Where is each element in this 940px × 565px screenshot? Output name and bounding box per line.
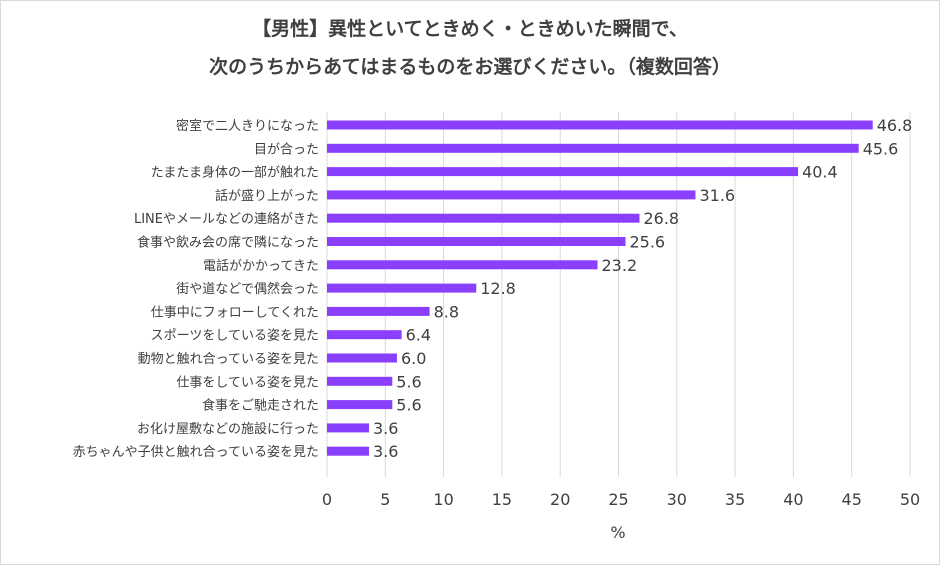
- value-labels: 46.8 45.6 40.4 31.6 26.8 25.6 23.2 12.8 8.86.4 6.…: [373, 116, 912, 461]
- bar: [327, 446, 369, 456]
- value-label: 6.0: [401, 349, 426, 368]
- bar: [327, 167, 799, 177]
- chart-title: 【男性】異性といてときめく・ときめいた瞬間で、 次のうちからあてはまるものをお選…: [0, 10, 940, 86]
- category-label: スポーツをしている姿を見た: [151, 328, 319, 344]
- value-label: 25.6: [629, 233, 665, 252]
- category-label: 目が合った: [254, 142, 319, 157]
- category-label: 仕事中にフォローしてくれた: [151, 305, 319, 320]
- bar: [327, 306, 430, 316]
- value-label: 3.6: [373, 442, 398, 461]
- category-label: 街や道などで偶然会った: [176, 281, 319, 297]
- bar: [327, 143, 859, 153]
- bar: [327, 376, 393, 386]
- category-label: 仕事をしている姿を見た: [176, 374, 319, 390]
- x-tick-label: 25: [608, 490, 628, 509]
- value-label: 5.6: [396, 372, 421, 391]
- bar: [327, 260, 598, 270]
- category-label: LINEやメールなどの連絡がきた: [134, 211, 319, 227]
- x-tick-label: 35: [725, 490, 745, 509]
- bar: [327, 213, 640, 223]
- x-tick-label: 0: [322, 490, 332, 509]
- x-tick-label: 10: [433, 490, 453, 509]
- x-tick-label: 40: [783, 490, 803, 509]
- bar: [327, 190, 696, 200]
- bar: [327, 423, 369, 433]
- x-tick-label: 45: [842, 490, 862, 509]
- chart-title-line-1: 【男性】異性といてときめく・ときめいた瞬間で、: [252, 18, 688, 40]
- category-label: 赤ちゃんや子供と触れ合っている姿を見た: [73, 444, 319, 460]
- category-label: 動物と触れ合っている姿を見た: [138, 351, 319, 367]
- category-label: 電話がかかってきた: [203, 258, 319, 274]
- x-tick-label: 5: [380, 490, 390, 509]
- value-label: 5.6: [396, 396, 421, 415]
- value-label: 46.8: [877, 116, 913, 135]
- value-label: 26.8: [643, 209, 679, 228]
- x-axis-ticks: 0 5 10 15 20 25 30 35 40 45 50: [322, 490, 920, 509]
- chart-title-line-2: 次のうちからあてはまるものをお選びください。（複数回答）: [209, 56, 731, 78]
- category-label: 密室で二人きりになった: [176, 118, 319, 134]
- category-label: 話が盛り上がった: [215, 188, 319, 204]
- bars: [327, 120, 873, 456]
- value-label: 6.4: [406, 326, 431, 345]
- x-axis-title: %: [610, 523, 625, 542]
- x-tick-label: 50: [900, 490, 920, 509]
- value-label: 12.8: [480, 279, 516, 298]
- value-label: 45.6: [863, 139, 899, 158]
- x-tick-label: 15: [492, 490, 512, 509]
- bar: [327, 400, 393, 410]
- category-label: お化け屋敷などの施設に行った: [137, 421, 319, 437]
- bar: [327, 353, 397, 363]
- bar: [327, 330, 402, 340]
- bar: [327, 283, 477, 293]
- x-tick-label: 30: [667, 490, 687, 509]
- bar: [327, 120, 873, 130]
- value-label: 40.4: [802, 163, 838, 182]
- category-label: たまたま身体の一部が触れた: [151, 165, 319, 181]
- value-label: 3.6: [373, 419, 398, 438]
- category-label: 食事をご馳走された: [202, 398, 319, 414]
- value-label: 31.6: [699, 186, 735, 205]
- bar: [327, 237, 626, 246]
- x-tick-label: 20: [550, 490, 570, 509]
- value-label: 8.8: [434, 302, 459, 321]
- value-label: 23.2: [602, 256, 638, 275]
- category-label: 食事や飲み会の席で隣になった: [137, 235, 319, 251]
